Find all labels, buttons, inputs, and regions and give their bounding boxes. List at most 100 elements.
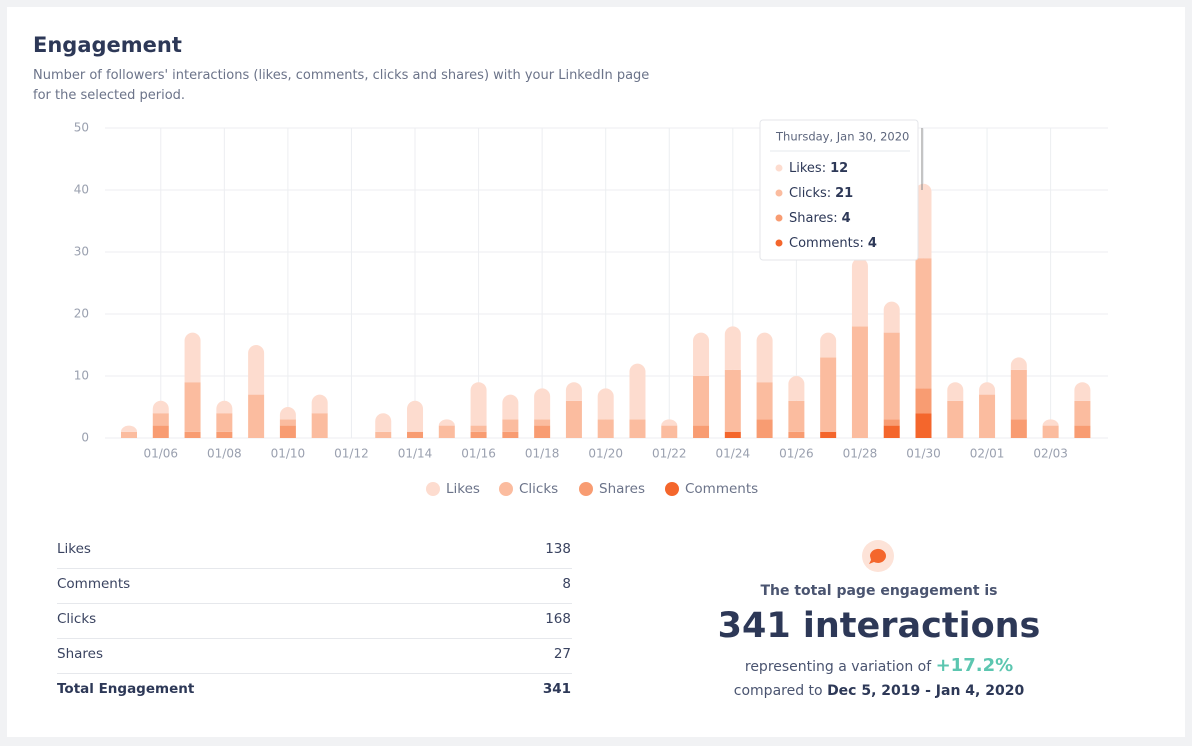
subtitle: Number of followers' interactions (likes…	[33, 68, 650, 83]
tooltip-label: Likes:	[789, 161, 826, 176]
bar-segment	[1042, 419, 1059, 426]
bar-segment	[883, 332, 900, 420]
y-tick-label: 50	[74, 121, 89, 135]
bar-segment	[152, 413, 169, 426]
bar-segment	[216, 400, 233, 414]
tooltip-dot	[775, 164, 783, 172]
bar-segment	[121, 425, 137, 432]
card	[7, 7, 1185, 737]
bar-segment	[693, 376, 710, 426]
summary-value: 168	[545, 611, 571, 627]
bar-segment	[1074, 425, 1091, 438]
summary-value: 138	[545, 541, 571, 557]
title: Engagement	[33, 33, 182, 57]
bar-segment	[311, 394, 328, 414]
variation-text: representing a variation of	[744, 659, 932, 675]
tooltip-label: Clicks:	[789, 186, 831, 201]
x-tick-label: 01/12	[334, 447, 369, 461]
total-row: Total Engagement 341	[57, 673, 572, 708]
bar-segment	[534, 419, 551, 426]
x-tick-label: 01/26	[779, 447, 814, 461]
x-tick-label: 01/18	[525, 447, 560, 461]
summary-label: Clicks	[57, 611, 97, 627]
tooltip-title: Thursday, Jan 30, 2020	[775, 130, 909, 144]
bar-segment	[438, 425, 455, 438]
bar-segment	[851, 326, 868, 438]
bar-segment	[756, 332, 773, 383]
bar-segment	[502, 394, 519, 420]
bar-segment	[279, 425, 296, 438]
tooltip-item: Comments: 4	[789, 236, 877, 251]
summary-value: 8	[562, 576, 571, 592]
bar-segment	[216, 431, 233, 438]
y-tick-label: 40	[74, 183, 89, 197]
bar-segment	[438, 419, 455, 426]
bar-segment	[883, 301, 900, 333]
x-tick-label: 01/20	[588, 447, 623, 461]
bar-segment	[121, 431, 137, 438]
legend-marker	[426, 482, 440, 496]
y-tick-label: 10	[74, 369, 89, 383]
icon	[862, 540, 894, 572]
bar-segment	[407, 400, 424, 432]
x-tick-label: 01/10	[271, 447, 306, 461]
tooltip-item: Shares: 4	[789, 211, 851, 226]
tooltip-item: Clicks: 21	[789, 186, 853, 201]
tooltip-box	[759, 119, 919, 261]
tooltip-label: Comments:	[789, 236, 864, 251]
x-tick-label: 01/28	[843, 447, 878, 461]
x-tick-label: 01/24	[716, 447, 751, 461]
summary-value: 27	[553, 646, 571, 662]
x-tick-label: 02/03	[1033, 447, 1068, 461]
bar-segment	[1010, 369, 1027, 420]
lead: The total page engagement is	[760, 583, 998, 599]
summary-row: Clicks 168	[57, 603, 572, 639]
bar-segment	[883, 419, 900, 426]
bar-segment	[915, 413, 932, 438]
bar-segment	[788, 431, 805, 438]
x-tick-label: 01/08	[207, 447, 242, 461]
bar-segment	[184, 332, 201, 383]
tooltip-value: 4	[842, 211, 851, 226]
tooltip-dot	[775, 239, 783, 247]
headline: 341 interactions	[717, 606, 1041, 646]
bar-segment	[724, 326, 741, 370]
bar-segment	[375, 431, 392, 438]
bar-segment	[756, 382, 773, 420]
bar-segment	[407, 431, 424, 438]
y-tick-label: 0	[81, 431, 89, 445]
bar-segment	[502, 419, 519, 432]
legend-label: Shares	[599, 481, 645, 497]
bar-segment	[756, 419, 773, 438]
summary-row: Likes 138	[57, 533, 572, 569]
bar-segment	[947, 382, 964, 401]
legend-label: Likes	[446, 481, 480, 497]
bar-segment	[947, 400, 964, 438]
tooltip-item: Likes: 12	[789, 161, 848, 176]
tooltip: Thursday, Jan 30, 2020 Likes: 12 Clicks: 21…	[759, 119, 923, 261]
bar-segment	[470, 431, 487, 438]
bar-segment	[1010, 357, 1027, 370]
bar-segment	[820, 357, 837, 432]
bar-segment	[311, 413, 328, 438]
bar-segment	[979, 382, 996, 395]
bar-segment	[693, 332, 710, 376]
tooltip-value: 4	[868, 236, 877, 251]
bar-segment	[915, 258, 932, 389]
x-tick-label: 01/06	[143, 447, 178, 461]
bar-segment	[470, 425, 487, 432]
variation-line: representing a variation of +17.2%	[679, 655, 1079, 676]
bar-segment	[375, 413, 392, 432]
tooltip-value: 21	[835, 186, 853, 201]
bar-segment	[565, 382, 582, 401]
bar-segment	[915, 388, 932, 414]
bar-segment	[279, 407, 296, 420]
bar-segment	[788, 376, 805, 401]
legend-label: Comments	[685, 481, 758, 497]
bar-segment	[788, 400, 805, 432]
bar-segment	[1074, 382, 1091, 401]
bar-segment	[534, 425, 551, 438]
compare-text: compared to	[733, 683, 823, 699]
legend-label: Clicks	[519, 481, 558, 497]
